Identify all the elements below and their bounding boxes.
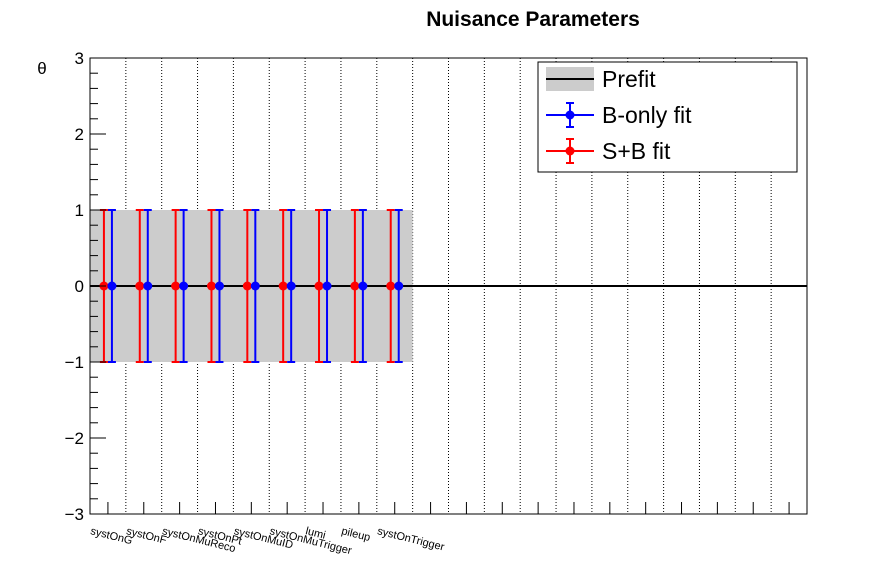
x-tick-label: pileup xyxy=(340,525,371,544)
legend-label-b-only: B-only fit xyxy=(602,102,692,128)
chart-title: Nuisance Parameters xyxy=(426,8,640,31)
legend-label-s-plus-b: S+B fit xyxy=(602,138,671,164)
b-only-point xyxy=(107,281,117,291)
y-axis-label: θ xyxy=(37,59,46,78)
x-tick-label: lumi xyxy=(304,525,326,542)
y-tick-label: 0 xyxy=(75,277,84,296)
legend-swatch-s-plus-b-marker xyxy=(565,146,575,156)
legend-swatch-b-only-marker xyxy=(565,110,575,120)
points-layer xyxy=(99,209,404,363)
b-only-point xyxy=(358,281,368,291)
b-only-point xyxy=(179,281,189,291)
legend-label-prefit: Prefit xyxy=(602,66,656,92)
legend: Prefit B-only fit S+B fit xyxy=(537,61,798,173)
b-only-point xyxy=(322,281,332,291)
s-plus-b-point xyxy=(242,281,252,291)
b-only-point xyxy=(250,281,260,291)
y-tick-label: −1 xyxy=(65,353,84,372)
s-plus-b-point xyxy=(350,281,360,291)
b-only-point xyxy=(143,281,153,291)
x-tick-label: systOnTrigger xyxy=(376,525,446,553)
y-tick-label: 2 xyxy=(75,125,84,144)
s-plus-b-point xyxy=(171,281,181,291)
y-tick-label: 3 xyxy=(75,49,84,68)
b-only-point xyxy=(286,281,296,291)
y-tick-label: −3 xyxy=(65,505,84,524)
s-plus-b-point xyxy=(278,281,288,291)
y-tick-label: 1 xyxy=(75,201,84,220)
y-tick-label: −2 xyxy=(65,429,84,448)
s-plus-b-point xyxy=(206,281,216,291)
s-plus-b-point xyxy=(386,281,396,291)
b-only-point xyxy=(394,281,404,291)
s-plus-b-point xyxy=(314,281,324,291)
b-only-point xyxy=(214,281,224,291)
s-plus-b-point xyxy=(135,281,145,291)
